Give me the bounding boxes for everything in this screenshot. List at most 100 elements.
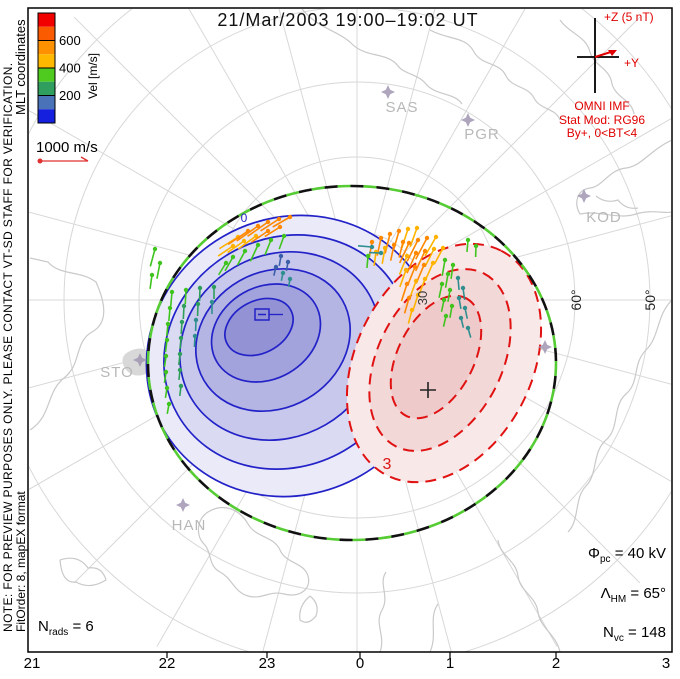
velocity-vector-dot	[388, 232, 392, 236]
imf-clock-label: By+, 0<BT<4	[567, 126, 638, 140]
station-label-pgr: PGR	[464, 126, 500, 143]
velocity-vector-dot	[405, 282, 409, 286]
velocity-vector-dot	[446, 272, 450, 276]
velocity-vector-dot	[286, 260, 290, 264]
velocity-vector-dot	[166, 322, 170, 326]
lambda-subscript: HM	[611, 594, 627, 605]
velocity-vector-dot	[463, 306, 467, 310]
velocity-vector-dot	[457, 296, 461, 300]
velocity-vector-dot	[269, 238, 273, 242]
colorbar-tick-400: 400	[59, 61, 81, 76]
velocity-vector-dot	[416, 238, 420, 242]
velocity-vector-dot	[392, 243, 396, 247]
contour-label-3: 3	[383, 456, 392, 473]
preview-note: NOTE: FOR PREVIEW PURPOSES ONLY. PLEASE …	[1, 62, 15, 632]
velocity-vector-dot	[405, 254, 409, 258]
colorbar-segment	[38, 96, 55, 110]
velocity-vector-dot	[274, 265, 278, 269]
velocity-vector-dot	[474, 244, 478, 248]
nvc-symbol: N	[603, 624, 614, 641]
lambda-symbol: Λ	[601, 585, 611, 602]
velocity-vector-dot	[194, 318, 198, 322]
n-radars-value: = 6	[68, 618, 93, 635]
mlt-axis-label-21: 21	[24, 655, 41, 672]
velocity-vector-dot	[459, 316, 463, 320]
velocity-vector-dot	[401, 240, 405, 244]
velocity-vector-dot	[184, 288, 188, 292]
n-radars-symbol: N	[38, 618, 49, 635]
velocity-vector-dot	[414, 251, 418, 255]
velocity-vector-dot	[441, 246, 445, 250]
velocity-vector-dot	[466, 326, 470, 330]
imf-model-label: Stat Mod: RG96	[559, 113, 645, 127]
velocity-vector-dot	[366, 254, 370, 258]
velocity-vector-dot	[288, 277, 292, 281]
n-radars-subscript: rads	[49, 627, 68, 638]
velocity-vector-dot	[180, 320, 184, 324]
velocity-vector-dot	[179, 336, 183, 340]
coordinate-system-label: MLT coordinates	[13, 19, 28, 115]
velocity-vector-dot	[279, 254, 283, 258]
velocity-vector-dot	[256, 243, 260, 247]
velocity-vector-dot	[383, 246, 387, 250]
velocity-vector-dot	[466, 238, 470, 242]
mlt-axis-label-2: 2	[552, 655, 560, 672]
velocity-vector-dot	[423, 249, 427, 253]
velocity-vector-dot	[150, 273, 154, 277]
velocity-vector-dot	[434, 235, 438, 239]
velocity-vector-dot	[456, 276, 460, 280]
imf-source-label: OMNI IMF	[574, 99, 629, 113]
station-label-sto: STO	[100, 364, 134, 381]
velocity-vector-dot	[231, 255, 235, 259]
lat-label-50: 50°	[642, 289, 658, 310]
velocity-vector-dot	[193, 334, 197, 338]
mlt-axis-label-0: 0	[356, 655, 364, 672]
velocity-vector-dot	[407, 296, 411, 300]
velocity-vector-dot	[158, 261, 162, 265]
velocity-vector-dot	[281, 271, 285, 275]
velocity-vector-dot	[210, 300, 214, 304]
velocity-vector-dot	[224, 261, 228, 265]
velocity-vector-dot	[182, 304, 186, 308]
velocity-vector-dot	[440, 282, 444, 286]
velocity-vector-dot	[444, 314, 448, 318]
velocity-vector-dot	[167, 402, 171, 406]
velocity-vector-dot	[451, 263, 455, 267]
velocity-vector-dot	[397, 229, 401, 233]
velocity-vector-dot	[178, 352, 182, 356]
velocity-vector-dot	[266, 220, 270, 224]
phi-value: = 40 kV	[611, 545, 666, 562]
velocity-vector-dot	[165, 338, 169, 342]
velocity-vector-dot	[288, 215, 292, 219]
velocity-vector-dot	[370, 245, 374, 249]
colorbar-segment	[38, 27, 55, 41]
velocity-vector-dot	[278, 225, 282, 229]
velocity-vector-dot	[178, 368, 182, 372]
velocity-vector-dot	[425, 236, 429, 240]
contour-label-30: 30	[415, 291, 430, 305]
velocity-vector-dot	[415, 226, 419, 230]
contour-label-zero: 0	[241, 211, 248, 225]
velocity-vector-dot	[277, 217, 281, 221]
colorbar-segment	[38, 109, 55, 123]
nvc-value: = 148	[624, 624, 666, 641]
velocity-vector-dot	[423, 277, 427, 281]
plot-title: 21/Mar/2003 19:00–19:02 UT	[217, 10, 478, 30]
colorbar-segment	[38, 54, 55, 68]
mlt-axis-label-23: 23	[259, 655, 276, 672]
velocity-vector-dot	[282, 234, 286, 238]
colorbar-segment	[38, 82, 55, 96]
velocity-vector-dot	[414, 279, 418, 283]
velocity-vector-dot	[379, 251, 383, 255]
colorbar-tick-600: 600	[59, 33, 81, 48]
velocity-vector-dot	[196, 302, 200, 306]
colorbar-tick-200: 200	[59, 88, 81, 103]
velocity-vector-dot	[448, 288, 452, 292]
velocity-vector-dot	[379, 236, 383, 240]
velocity-vector-dot	[242, 239, 246, 243]
phi-subscript: pc	[600, 554, 611, 565]
velocity-vector-dot	[461, 286, 465, 290]
velocity-vector-dot	[442, 298, 446, 302]
velocity-vector-dot	[164, 354, 168, 358]
